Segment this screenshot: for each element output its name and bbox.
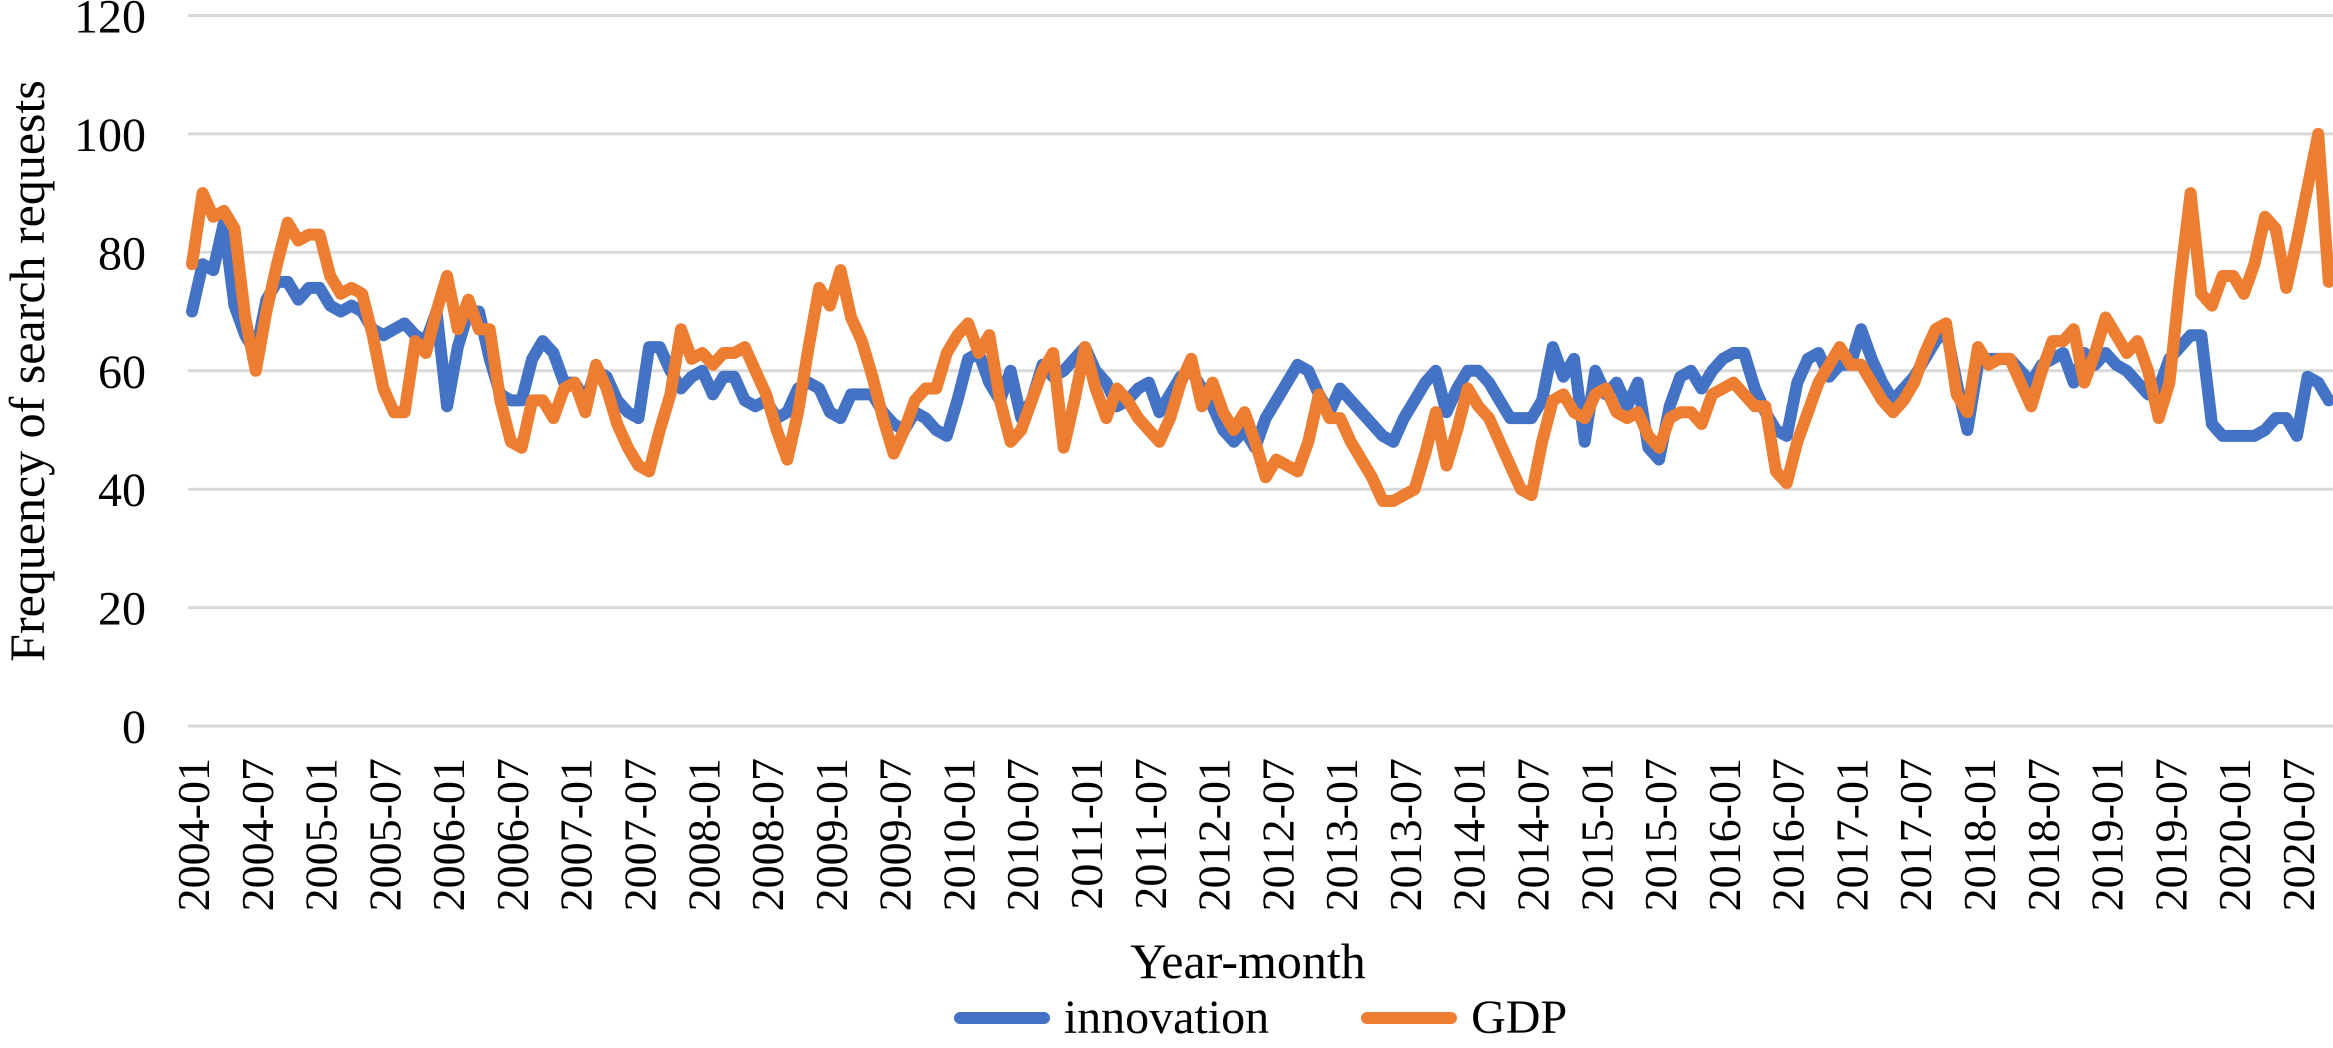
x-tick-label: 2009-01 bbox=[806, 758, 857, 911]
x-tick-label: 2019-01 bbox=[2082, 758, 2133, 911]
x-tick-label: 2015-07 bbox=[1635, 758, 1686, 911]
x-tick-label: 2012-07 bbox=[1252, 758, 1303, 911]
x-axis-tick-labels: 2004-01 2004-07 2005-01 2005-07 2006-01 2006-… bbox=[168, 758, 2324, 911]
x-tick-label: 2012-01 bbox=[1189, 758, 1240, 911]
chart-legend: innovation GDP bbox=[188, 994, 2333, 1042]
x-tick-label: 2010-07 bbox=[997, 758, 1048, 911]
x-tick-label: 2005-01 bbox=[296, 758, 347, 911]
x-tick-label: 2011-01 bbox=[1061, 758, 1112, 910]
y-tick-label: 20 bbox=[98, 583, 146, 636]
y-tick-label: 0 bbox=[122, 701, 146, 754]
x-tick-label: 2007-07 bbox=[615, 758, 666, 911]
x-tick-label: 2020-07 bbox=[2273, 758, 2324, 911]
x-tick-label: 2004-01 bbox=[168, 758, 219, 911]
x-tick-label: 2008-07 bbox=[742, 758, 793, 911]
legend-item-innovation: innovation bbox=[953, 991, 1270, 1044]
legend-label-innovation: innovation bbox=[1063, 991, 1270, 1044]
gdp-line-swatch bbox=[1361, 1012, 1458, 1024]
x-tick-label: 2019-07 bbox=[2145, 758, 2196, 911]
x-axis-title: Year-month bbox=[1130, 933, 1366, 989]
x-tick-label: 2018-07 bbox=[2018, 758, 2069, 911]
y-tick-label: 80 bbox=[98, 227, 146, 280]
innovation-line-swatch bbox=[953, 1012, 1050, 1024]
x-tick-label: 2010-01 bbox=[933, 758, 984, 911]
x-tick-label: 2005-07 bbox=[359, 758, 410, 911]
x-tick-label: 2013-01 bbox=[1316, 758, 1367, 911]
x-tick-label: 2015-01 bbox=[1571, 758, 1622, 911]
legend-item-gdp: GDP bbox=[1361, 994, 1567, 1042]
x-tick-label: 2017-07 bbox=[1890, 758, 1941, 911]
y-tick-label: 40 bbox=[98, 464, 146, 517]
y-tick-label: 100 bbox=[74, 109, 146, 162]
x-tick-label: 2004-07 bbox=[232, 758, 283, 911]
x-tick-label: 2007-01 bbox=[551, 758, 602, 911]
x-tick-label: 2017-01 bbox=[1826, 758, 1877, 911]
x-tick-label: 2016-07 bbox=[1763, 758, 1814, 911]
y-axis-tick-labels: 0 20 40 60 80 100 120 bbox=[74, 0, 146, 754]
x-tick-label: 2011-07 bbox=[1125, 758, 1176, 910]
x-tick-label: 2020-01 bbox=[2209, 758, 2260, 911]
legend-label-gdp: GDP bbox=[1471, 991, 1568, 1044]
x-tick-label: 2008-01 bbox=[678, 758, 729, 911]
series-line-GDP bbox=[186, 127, 2333, 507]
x-tick-label: 2018-01 bbox=[1954, 758, 2005, 911]
x-tick-label: 2014-07 bbox=[1508, 758, 1559, 911]
gridlines-group bbox=[188, 14, 2333, 728]
y-tick-label: 60 bbox=[98, 346, 146, 399]
y-axis-title: Frequency of search requests bbox=[0, 80, 55, 662]
x-tick-label: 2016-01 bbox=[1699, 758, 1750, 911]
x-tick-label: 2009-07 bbox=[870, 758, 921, 911]
x-tick-label: 2014-01 bbox=[1444, 758, 1495, 911]
x-tick-label: 2013-07 bbox=[1380, 758, 1431, 911]
x-tick-label: 2006-07 bbox=[487, 758, 538, 911]
series-lines-group bbox=[186, 127, 2333, 507]
y-tick-label: 120 bbox=[74, 0, 146, 44]
x-tick-label: 2006-01 bbox=[423, 758, 474, 911]
